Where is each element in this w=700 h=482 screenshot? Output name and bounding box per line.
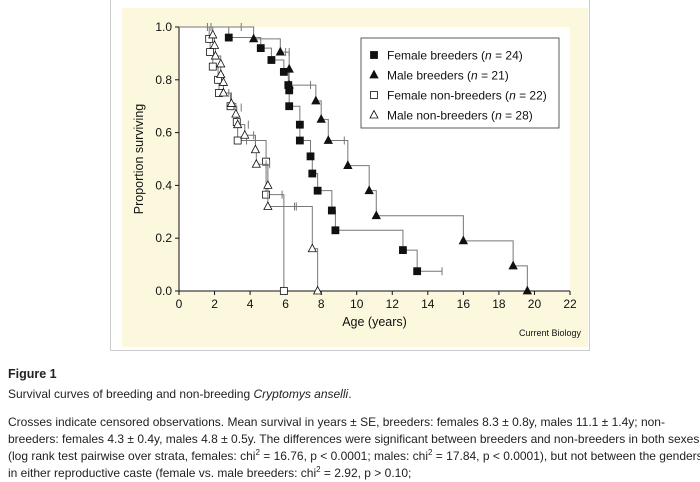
data-point <box>275 46 285 56</box>
legend-label: Male non-breeders (n = 28) <box>387 109 533 123</box>
data-point <box>285 102 294 111</box>
legend-marker <box>369 69 379 79</box>
figure-label: Figure 1 <box>8 367 57 381</box>
data-point <box>331 226 340 235</box>
sup: 2 <box>316 465 321 474</box>
data-point <box>262 190 270 199</box>
desc-part: Crosses indicate censored observations. … <box>8 415 700 463</box>
data-point <box>313 186 322 195</box>
x-tick-label: 16 <box>457 297 471 311</box>
data-point <box>233 136 242 145</box>
data-point <box>364 185 374 195</box>
data-point <box>413 267 422 276</box>
legend-label: Male breeders (n = 21) <box>387 69 509 83</box>
x-tick-label: 20 <box>528 297 542 311</box>
desc-part: = 2.92, p > 0.10; <box>320 466 412 480</box>
data-point <box>218 87 229 97</box>
x-tick-label: 12 <box>386 297 400 311</box>
desc-part: = 16.76, p < 0.0001; males: chi <box>259 449 429 463</box>
data-point <box>210 50 221 60</box>
data-point <box>327 206 336 215</box>
y-tick-label: 0.4 <box>155 178 172 192</box>
legend-marker <box>369 109 379 119</box>
caption-text: Survival curves of breeding and non-bree… <box>8 387 254 401</box>
data-point <box>240 129 250 139</box>
x-tick-label: 4 <box>247 297 254 311</box>
legend-marker <box>370 91 378 99</box>
data-point <box>311 95 321 105</box>
data-point <box>323 135 333 144</box>
data-point <box>206 48 215 56</box>
y-tick-label: 0.0 <box>155 284 172 298</box>
data-point <box>232 119 243 129</box>
data-point <box>522 285 533 295</box>
data-point <box>218 77 229 86</box>
data-point <box>343 160 353 170</box>
legend-label: Female breeders (n = 24) <box>387 49 523 63</box>
x-tick-label: 6 <box>282 297 289 311</box>
data-point <box>231 108 241 118</box>
x-tick-label: 18 <box>492 297 506 311</box>
data-point <box>284 63 294 73</box>
y-tick-label: 1.0 <box>155 20 172 34</box>
data-point <box>295 120 304 129</box>
credit-label: Current Biology <box>519 328 582 338</box>
caption-end: . <box>348 387 352 401</box>
sup: 2 <box>428 448 433 457</box>
x-tick-label: 22 <box>563 297 577 311</box>
sup: 2 <box>255 448 260 457</box>
figure-caption: Survival curves of breeding and non-bree… <box>8 386 352 403</box>
data-point <box>208 62 217 71</box>
caption-species: Cryptomys anselli <box>253 387 349 401</box>
data-point <box>216 58 226 68</box>
x-tick-label: 8 <box>318 297 325 311</box>
data-point <box>295 136 304 145</box>
legend-box <box>360 37 560 129</box>
series-male-breeders <box>179 23 533 295</box>
survival-chart: 0 2 4 6 8 10 12 14 16 18 20 22 0.0 0.2 0.4 0.6 0.8 1.0 Age… <box>122 8 588 347</box>
data-point <box>284 79 294 89</box>
data-point <box>256 44 265 53</box>
series-male-non-breeders <box>179 23 323 295</box>
data-point <box>316 114 326 123</box>
data-point <box>458 235 469 245</box>
data-point <box>216 69 226 78</box>
legend-marker <box>370 51 378 59</box>
data-point <box>250 144 261 154</box>
data-point <box>224 33 233 42</box>
legend-label: Female non-breeders (n = 22) <box>387 89 547 103</box>
y-tick-label: 0.2 <box>155 231 172 245</box>
data-point <box>307 243 317 253</box>
y-axis-label: Proportion surviving <box>132 104 146 215</box>
data-point <box>226 98 237 107</box>
x-tick-label: 14 <box>421 297 435 311</box>
x-tick-label: 2 <box>211 297 218 311</box>
data-point <box>306 152 315 161</box>
data-point <box>279 287 288 295</box>
data-point <box>248 33 259 43</box>
data-point <box>208 29 218 39</box>
data-point <box>205 34 214 43</box>
data-point <box>312 285 323 295</box>
data-point <box>263 201 273 210</box>
y-tick-label: 0.8 <box>155 73 172 87</box>
figure-description: Crosses indicate censored observations. … <box>8 414 700 482</box>
x-tick-label: 0 <box>176 297 183 311</box>
figure-panel: 0 2 4 6 8 10 12 14 16 18 20 22 0.0 0.2 0.4 0.6 0.8 1.0 Age… <box>110 0 590 351</box>
data-point <box>267 56 276 64</box>
data-point <box>399 246 407 254</box>
data-point <box>209 40 220 49</box>
data-point <box>251 158 261 168</box>
data-point <box>308 169 317 178</box>
data-point <box>508 260 518 270</box>
y-tick-label: 0.6 <box>155 126 172 140</box>
x-axis-label: Age (years) <box>342 315 407 329</box>
data-point <box>371 210 381 220</box>
x-tick-label: 10 <box>350 297 364 311</box>
data-point <box>263 180 273 189</box>
legend: Female breeders (n = 24) Male breeders (n… <box>360 37 560 129</box>
desc-part: = 17.84, p < 0.0001), but not between th… <box>8 449 700 480</box>
